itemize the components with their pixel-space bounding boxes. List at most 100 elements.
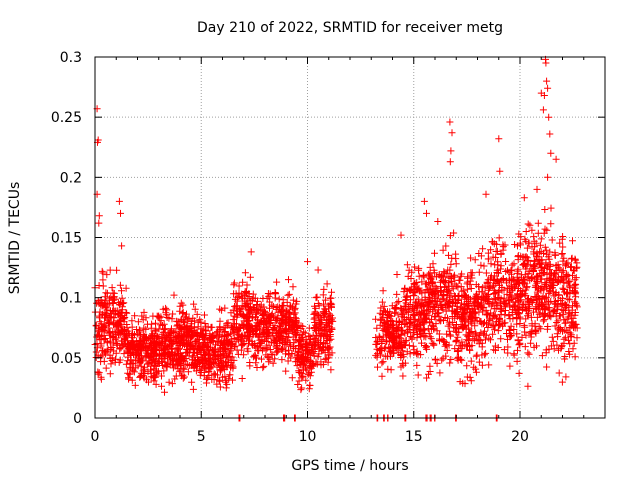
data-point [269, 324, 277, 331]
data-point [223, 361, 231, 369]
data-point [216, 366, 224, 374]
data-point [289, 283, 297, 291]
data-point [380, 302, 388, 310]
data-point [163, 348, 171, 356]
data-point [425, 330, 433, 338]
data-point [95, 298, 103, 306]
data-point [275, 329, 283, 337]
data-point [423, 342, 431, 350]
data-point [101, 300, 109, 308]
data-point [279, 309, 287, 317]
y-tick-label: 0.05 [51, 351, 82, 367]
data-point [298, 384, 306, 392]
data-point [166, 361, 174, 369]
data-point [103, 271, 111, 279]
data-point [118, 309, 125, 317]
data-point [402, 293, 410, 301]
data-point [281, 321, 289, 329]
data-point [497, 262, 505, 270]
data-point [116, 356, 124, 364]
data-point [229, 376, 236, 384]
data-point [189, 343, 197, 351]
data-point-outlier [448, 129, 456, 137]
data-point [540, 316, 548, 324]
data-point [156, 342, 164, 350]
data-point [325, 344, 333, 352]
data-point-outlier [539, 106, 547, 114]
data-point [234, 326, 242, 334]
data-point [189, 330, 196, 338]
data-point [222, 384, 230, 392]
data-point [268, 350, 276, 358]
data-point [178, 309, 186, 317]
data-point [113, 266, 121, 274]
data-point [132, 349, 140, 357]
data-point [208, 359, 216, 367]
data-point [379, 358, 387, 366]
data-point [446, 359, 454, 367]
data-point [213, 380, 221, 388]
data-point [383, 337, 391, 345]
data-point [282, 367, 290, 375]
data-point [388, 322, 396, 329]
data-point [275, 305, 283, 313]
data-point [287, 354, 295, 362]
data-point [199, 355, 207, 363]
data-point [252, 326, 260, 334]
data-point [467, 357, 475, 365]
data-point [143, 376, 150, 384]
data-point [302, 376, 310, 384]
x-tick-label: 0 [91, 429, 100, 445]
data-point [242, 303, 250, 311]
data-point [208, 376, 216, 383]
data-point [209, 346, 217, 354]
data-point [137, 331, 144, 339]
data-point [260, 311, 267, 318]
data-point [106, 295, 113, 303]
data-point [246, 359, 254, 366]
data-point [269, 332, 277, 340]
data-point [421, 314, 429, 322]
data-point-outlier [420, 197, 428, 205]
data-point [140, 308, 148, 316]
data-point [447, 356, 455, 363]
data-point [244, 332, 252, 340]
data-point [253, 364, 261, 371]
data-point [180, 373, 188, 381]
y-tick-label: 0.1 [60, 291, 82, 307]
data-point [108, 344, 116, 351]
data-point [294, 381, 302, 388]
data-point [226, 371, 234, 379]
data-point [165, 314, 173, 322]
data-point [295, 345, 303, 353]
data-point [173, 357, 181, 365]
data-point [410, 280, 418, 288]
data-point [206, 364, 214, 372]
data-point [112, 355, 119, 363]
data-point [297, 374, 305, 382]
data-point [506, 362, 514, 370]
data-point-outlier [423, 209, 430, 217]
data-point [183, 349, 191, 357]
data-point [547, 204, 555, 212]
data-point [313, 310, 321, 318]
data-point [316, 338, 324, 346]
data-point-outlier [546, 130, 554, 138]
data-point [289, 296, 297, 304]
data-point [139, 339, 147, 347]
data-point [171, 352, 178, 359]
data-point [179, 309, 187, 316]
data-point-outlier [95, 219, 103, 227]
data-point [95, 369, 103, 377]
data-point [194, 360, 201, 368]
data-point [329, 317, 337, 325]
data-point [158, 382, 165, 390]
data-point [415, 266, 422, 274]
data-point [479, 245, 487, 253]
data-point [306, 381, 314, 389]
data-point [169, 364, 177, 372]
data-point [95, 312, 103, 320]
y-tick-label: 0.3 [60, 50, 82, 66]
data-point [242, 302, 249, 310]
data-point [392, 304, 400, 311]
